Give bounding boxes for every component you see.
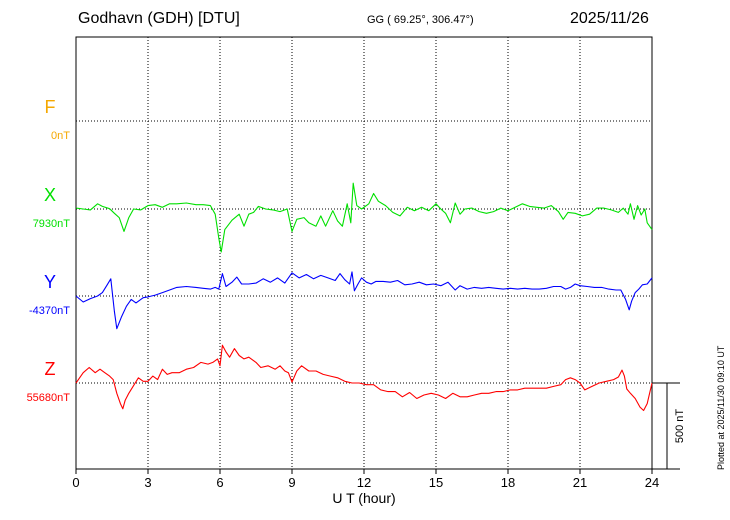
series-line-y — [75, 271, 653, 330]
x-tick-label: 9 — [288, 475, 295, 490]
component-name-y: Y — [44, 272, 56, 292]
baseline-labels: F 0nT X 7930nT Y -4370nT Z 55680nT — [27, 97, 71, 404]
baseline-label-f: 0nT — [51, 130, 70, 142]
x-tick-label: 12 — [357, 475, 371, 490]
baseline-label-z: 55680nT — [27, 392, 71, 404]
x-tick-label: 24 — [645, 475, 659, 490]
series-line-z — [75, 344, 653, 412]
scale-bar: 500 nT — [652, 382, 686, 470]
x-tick-label: 0 — [72, 475, 79, 490]
series-line-x — [75, 182, 653, 253]
baseline-label-x: 7930nT — [33, 218, 71, 230]
geographic-coordinates: GG ( 69.25°, 306.47°) — [367, 14, 474, 26]
component-name-f: F — [45, 97, 56, 117]
x-tick-label: 15 — [429, 475, 443, 490]
x-tick-label: 18 — [501, 475, 515, 490]
component-name-z: Z — [45, 359, 56, 379]
x-tick-label: 6 — [216, 475, 223, 490]
baseline-label-y: -4370nT — [29, 305, 70, 317]
station-title: Godhavn (GDH) [DTU] — [78, 10, 240, 27]
x-tick-label: 21 — [573, 475, 587, 490]
scale-bar-label: 500 nT — [674, 409, 686, 444]
x-tick-labels: 0 3 6 9 12 15 18 21 24 — [72, 469, 659, 490]
grid-lines — [76, 37, 652, 469]
series-layer — [75, 182, 653, 412]
plotted-timestamp: Plotted at 2025/11/30 09:10 UT — [716, 345, 726, 470]
component-name-x: X — [44, 185, 56, 205]
x-tick-label: 3 — [144, 475, 151, 490]
x-axis-title: U T (hour) — [332, 490, 395, 506]
date-label: 2025/11/26 — [570, 10, 649, 27]
